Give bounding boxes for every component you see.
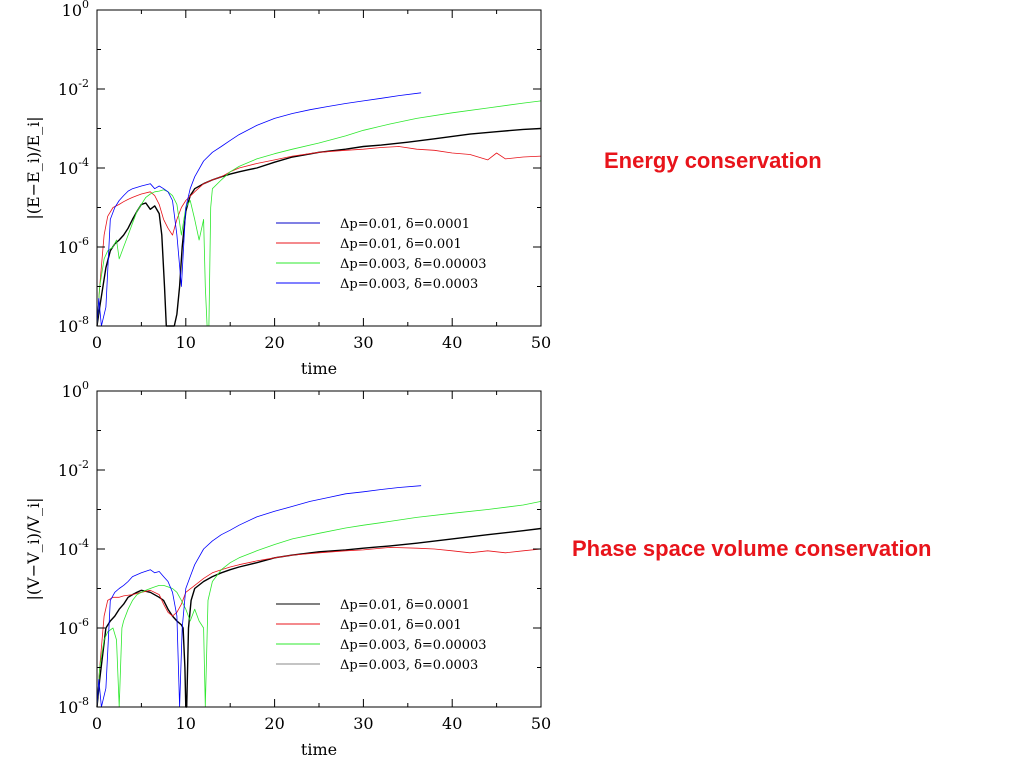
x-tick-label: 20 (264, 333, 284, 352)
series-line-2 (96, 100, 542, 327)
x-tick-label: 40 (442, 714, 462, 733)
series-line-1 (96, 547, 542, 708)
legend-label-1: Δp=0.01, δ=0.001 (340, 618, 462, 633)
phase-space-volume-conservation-label: Phase space volume conservation (572, 536, 932, 561)
legend-label-1: Δp=0.01, δ=0.001 (340, 237, 462, 252)
legend-label-3: Δp=0.003, δ=0.0003 (340, 277, 478, 292)
y-tick-label: 10-6 (58, 616, 89, 638)
x-tick-label: 0 (92, 714, 102, 733)
x-tick-label: 50 (531, 333, 551, 352)
y-axis-label: |(V−V_i)/V_i| (24, 498, 43, 601)
chart-0: 0 10 20 30 40 50 100 10-2 10-4 10-6 10-8 time |(E−E_… (24, 0, 551, 378)
y-tick-label: 10-4 (58, 156, 89, 178)
series-line-3 (96, 485, 422, 708)
chart-1: 0 10 20 30 40 50 100 10-2 10-4 10-6 10-8 time |(V−V_… (24, 379, 551, 759)
y-tick-label: 100 (62, 0, 89, 20)
y-tick-label: 10-8 (58, 314, 89, 336)
x-tick-label: 50 (531, 714, 551, 733)
x-tick-label: 30 (353, 714, 373, 733)
x-tick-label: 10 (176, 714, 196, 733)
y-tick-label: 100 (62, 379, 89, 401)
x-axis-label: time (301, 740, 337, 759)
x-tick-label: 20 (264, 714, 284, 733)
series-line-0 (96, 527, 542, 708)
x-axis-label: time (301, 359, 337, 378)
legend-label-2: Δp=0.003, δ=0.00003 (340, 638, 487, 653)
y-tick-label: 10-4 (58, 537, 89, 559)
y-tick-label: 10-2 (58, 458, 89, 480)
series-line-1 (96, 146, 542, 327)
y-tick-label: 10-8 (58, 695, 89, 717)
x-tick-label: 30 (353, 333, 373, 352)
legend-label-2: Δp=0.003, δ=0.00003 (340, 257, 487, 272)
y-tick-label: 10-6 (58, 235, 89, 257)
legend-label-3: Δp=0.003, δ=0.0003 (340, 658, 478, 673)
y-tick-label: 10-2 (58, 77, 89, 99)
legend-label-0: Δp=0.01, δ=0.0001 (340, 217, 470, 232)
energy-conservation-label: Energy conservation (604, 148, 822, 173)
series-line-3 (96, 92, 422, 327)
legend-label-0: Δp=0.01, δ=0.0001 (340, 598, 470, 613)
x-tick-label: 40 (442, 333, 462, 352)
series-line-2 (96, 501, 542, 708)
series-line-0 (96, 127, 542, 327)
x-tick-label: 0 (92, 333, 102, 352)
y-axis-label: |(E−E_i)/E_i| (24, 116, 43, 219)
x-tick-label: 10 (176, 333, 196, 352)
